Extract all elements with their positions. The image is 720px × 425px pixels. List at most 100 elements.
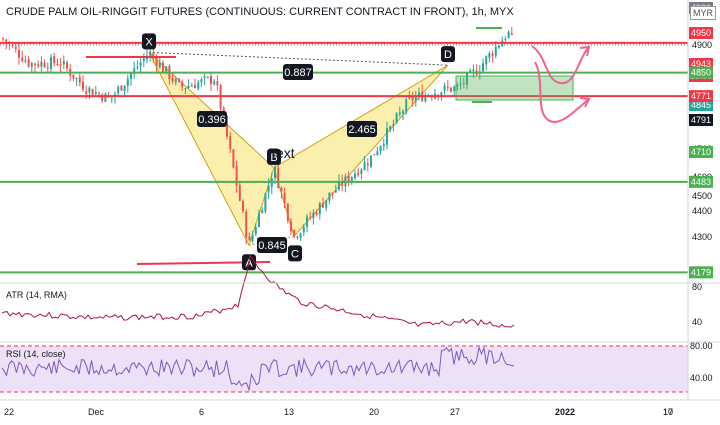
- candle-body: [24, 60, 27, 62]
- candle-body: [123, 85, 126, 92]
- point-c-text: C: [291, 248, 299, 260]
- point-c-bg: [288, 245, 302, 262]
- candle-body: [462, 83, 465, 85]
- price-tag-text: 4845: [691, 100, 711, 110]
- currency-badge[interactable]: MYR: [690, 6, 716, 20]
- candle-body: [98, 93, 100, 95]
- atr-label: ATR (14, RMA): [6, 290, 67, 300]
- price-tag-4771: 4771: [689, 90, 713, 103]
- time-axis-label: 22: [4, 407, 14, 417]
- candle-body: [424, 95, 427, 102]
- time-axis-label: Dec: [88, 407, 105, 417]
- candle-body: [283, 192, 286, 204]
- candle-body: [456, 85, 459, 87]
- price-axis-label: 4900: [692, 40, 712, 50]
- candle-body: [34, 63, 36, 66]
- pattern-triangle-xab: [148, 51, 275, 247]
- candle-body: [392, 124, 395, 126]
- candle-body: [414, 96, 417, 102]
- price-tag-text: 4950: [691, 28, 711, 38]
- price-tag-text: 4179: [691, 267, 711, 277]
- price-tag-bg: [689, 27, 713, 39]
- ratio-bc-d-text: 2.465: [348, 124, 376, 136]
- candle-body: [72, 74, 75, 79]
- candle-body: [46, 67, 49, 69]
- pattern-note-text: Text: [269, 145, 295, 161]
- candle-body: [440, 92, 443, 97]
- xd-dotted-line: [148, 51, 449, 66]
- candle-body: [130, 73, 132, 79]
- candle-body: [254, 227, 257, 235]
- candle-body: [155, 57, 158, 67]
- candle-body: [43, 62, 46, 68]
- candle-body: [27, 59, 30, 67]
- candle-body: [286, 203, 289, 221]
- candle-body: [235, 166, 238, 186]
- candle-body: [110, 97, 113, 99]
- price-tag-text: 4771: [691, 91, 711, 101]
- price-tag-4950: 4950: [689, 27, 713, 39]
- price-tag-text: 4850: [691, 68, 711, 78]
- price-tag-4179: 4179: [689, 266, 713, 279]
- horizontal-levels: [0, 41, 688, 274]
- candle-body: [350, 177, 353, 182]
- ratio-xa-b: 0.396: [197, 111, 227, 127]
- candle-body: [382, 143, 385, 146]
- point-x-bg: [142, 33, 156, 50]
- price-tag-4850: 4850: [689, 66, 713, 79]
- candle-body: [66, 62, 68, 69]
- candle-body: [232, 149, 235, 168]
- candle-body: [187, 85, 190, 88]
- candle-body: [408, 96, 411, 99]
- candle-body: [395, 113, 398, 123]
- candle-body: [507, 31, 510, 38]
- candle-body: [162, 62, 164, 72]
- candle-body: [117, 86, 120, 94]
- candle-body: [302, 227, 305, 233]
- candle-body: [280, 188, 283, 192]
- candle-body: [379, 146, 382, 152]
- chart-title: CRUDE PALM OIL-RINGGIT FUTURES (CONTINUO…: [6, 6, 514, 18]
- price-tag-bg: [689, 114, 713, 126]
- candle-body: [347, 175, 350, 182]
- candle-body: [293, 230, 296, 236]
- candle-body: [466, 73, 468, 85]
- candle-body: [411, 95, 414, 101]
- candle-body: [325, 200, 328, 209]
- point-x: X: [142, 33, 156, 50]
- candle-body: [450, 87, 452, 92]
- candle-body: [386, 128, 388, 145]
- candle-body: [485, 56, 488, 65]
- candle-body: [194, 84, 196, 89]
- candle-body: [152, 52, 155, 58]
- candle-body: [360, 169, 363, 175]
- price-axis-label: 4400: [692, 206, 712, 216]
- candle-body: [322, 203, 324, 208]
- candle-body: [206, 76, 209, 78]
- candle-body: [184, 88, 187, 90]
- candle-body: [315, 212, 318, 215]
- candle-body: [82, 81, 84, 90]
- candle-body: [216, 81, 219, 86]
- candle-body: [363, 162, 366, 171]
- time-axis-label: 10: [663, 407, 673, 417]
- candle-body: [190, 85, 193, 87]
- price-tag-4710: 4710: [689, 146, 713, 158]
- candle-body: [251, 234, 254, 242]
- candle-body: [261, 210, 264, 214]
- candle-body: [53, 56, 56, 64]
- candle-body: [376, 151, 379, 155]
- candle-body: [62, 60, 65, 65]
- ratio-bc-d: 2.465: [347, 121, 377, 137]
- target-zone-box: [455, 75, 574, 101]
- candle-body: [318, 203, 321, 215]
- candle-body: [274, 167, 276, 178]
- candle-body: [306, 216, 308, 227]
- candle-body: [366, 163, 369, 166]
- candle-body: [398, 112, 401, 115]
- candle-body: [488, 53, 491, 58]
- ratio-xa-d-text: 0.887: [284, 67, 312, 79]
- candle-body: [213, 81, 216, 85]
